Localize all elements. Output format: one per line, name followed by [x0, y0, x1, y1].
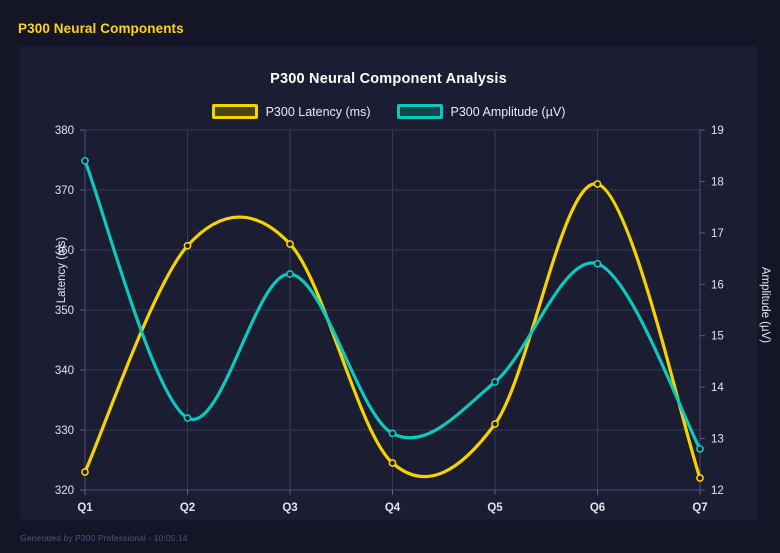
- chart-card: P300 Neural Component Analysis P300 Late…: [20, 46, 757, 520]
- y-axis-right-label: Amplitude (µV): [759, 266, 772, 344]
- legend-label-amplitude: P300 Amplitude (µV): [450, 104, 566, 119]
- footer-status: Generated by P300 Professional - 10:05:1…: [20, 533, 188, 543]
- legend-item-amplitude[interactable]: P300 Amplitude (µV): [396, 104, 566, 119]
- legend-swatch-latency-icon: [211, 104, 258, 119]
- chart-legend: P300 Latency (ms) P300 Amplitude (µV): [20, 104, 757, 119]
- chart-title: P300 Neural Component Analysis: [270, 71, 507, 87]
- legend-label-latency: P300 Latency (ms): [265, 104, 371, 119]
- y-axis-left-label: Latency (ms): [56, 236, 69, 304]
- app-title: P300 Neural Components: [18, 21, 184, 36]
- legend-item-latency[interactable]: P300 Latency (ms): [211, 104, 371, 119]
- legend-swatch-amplitude-icon: [396, 104, 443, 119]
